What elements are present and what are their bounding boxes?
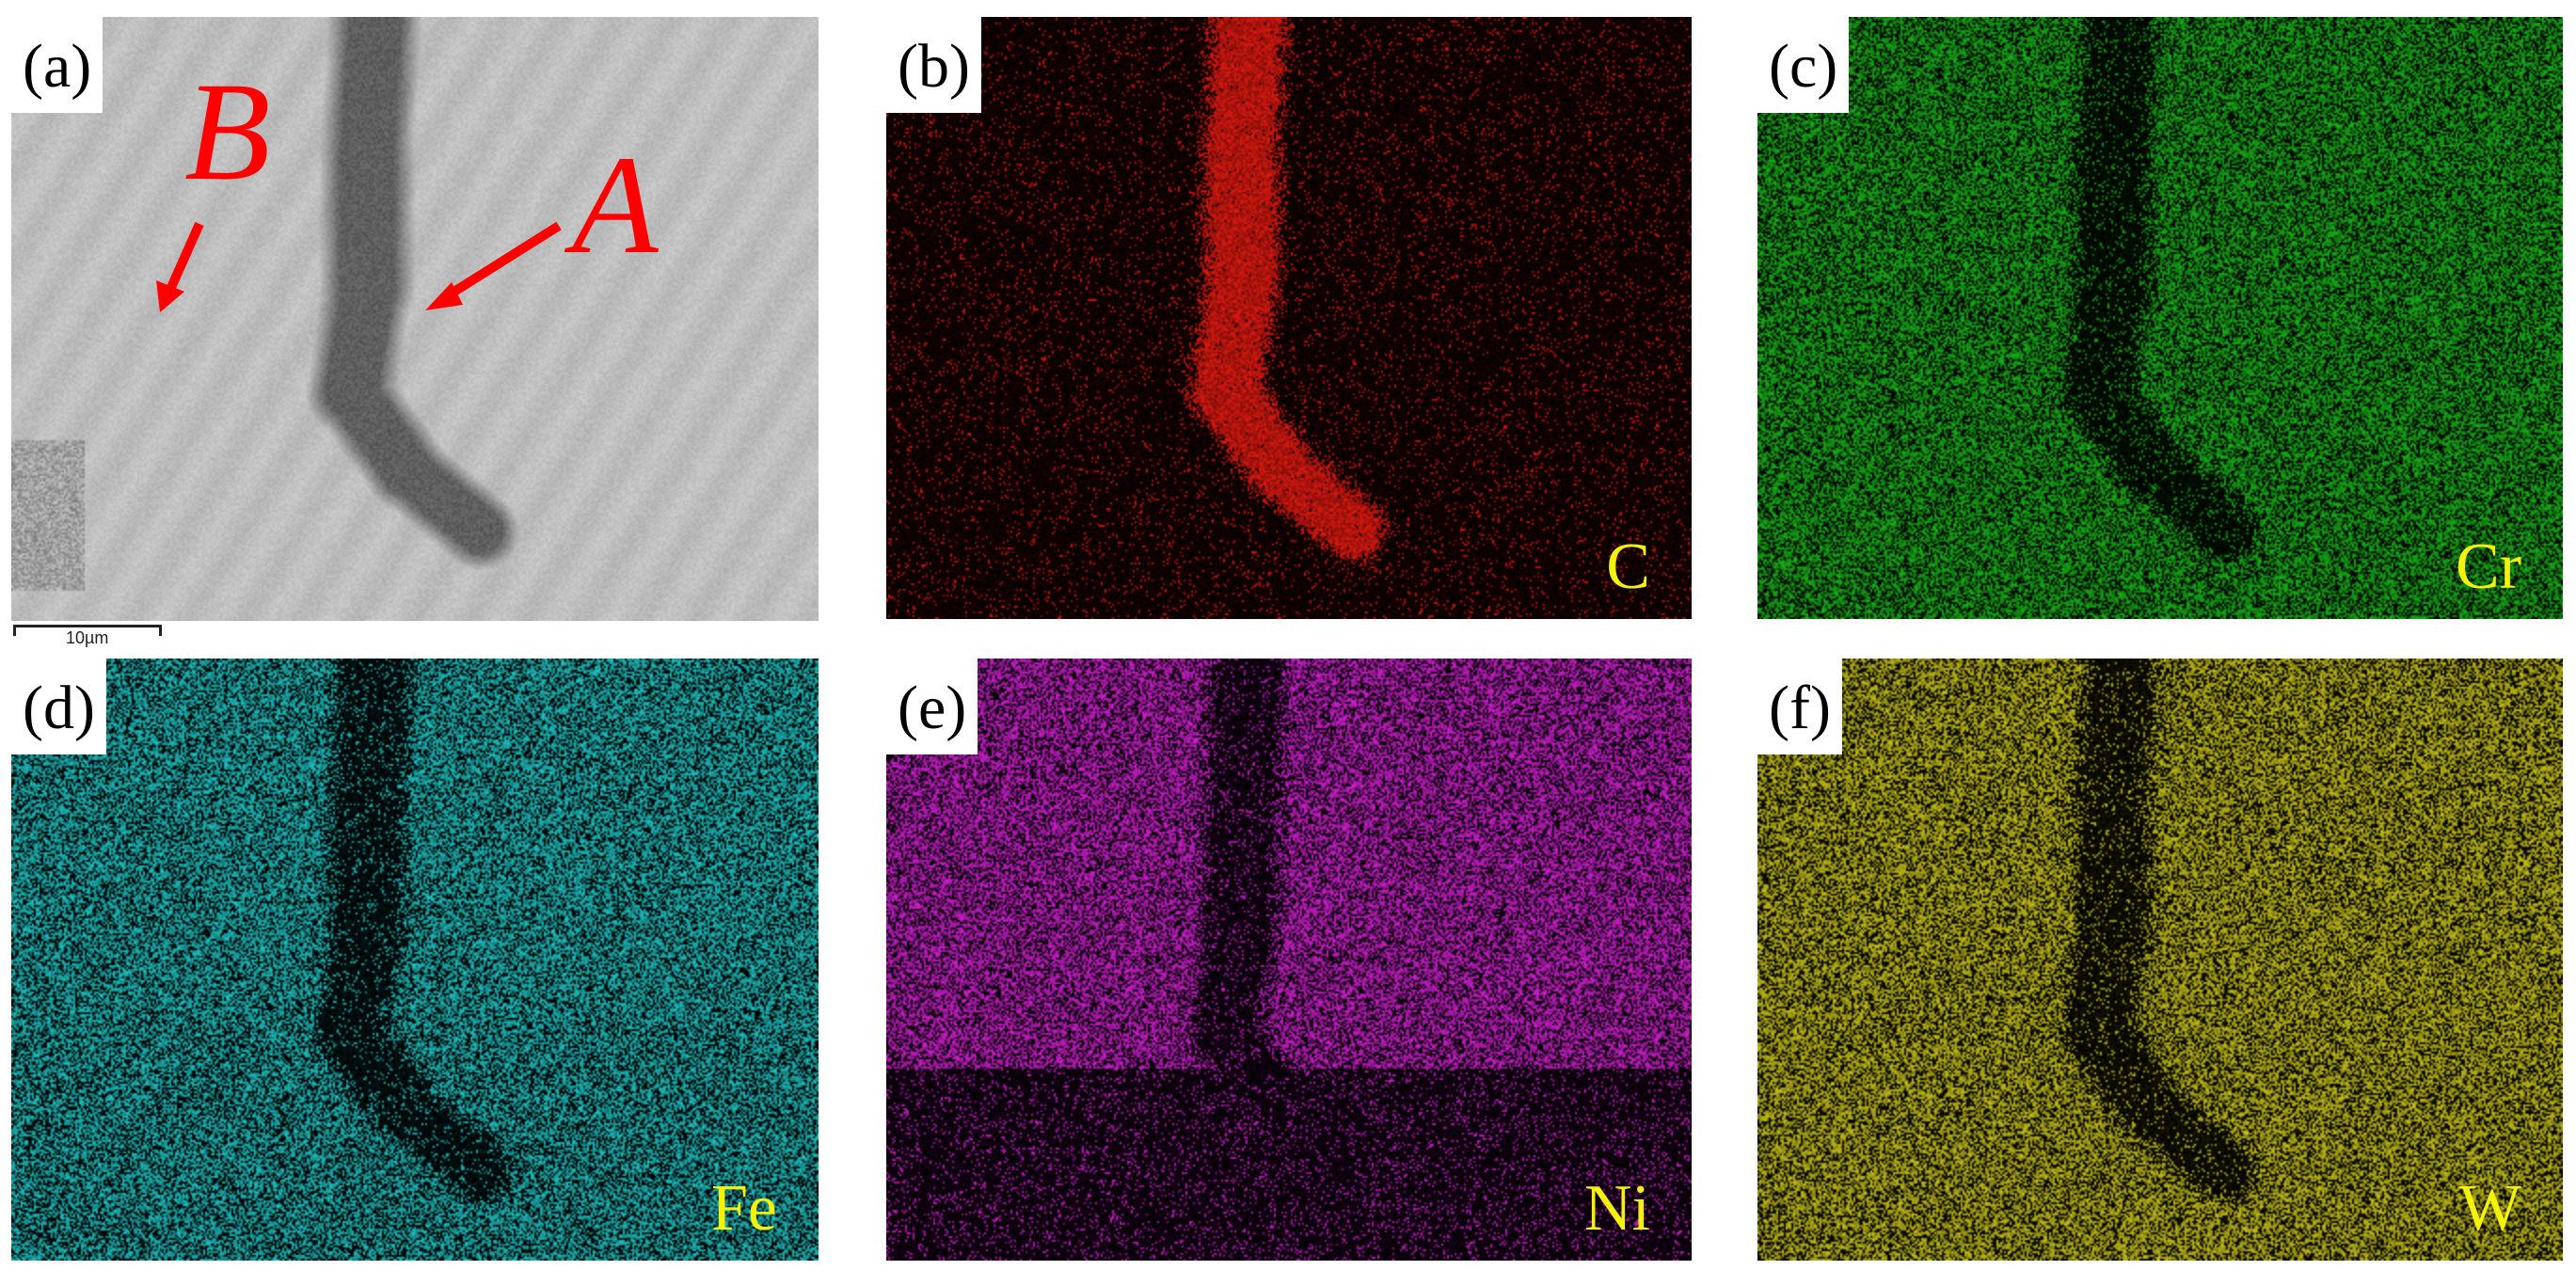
element-map bbox=[1757, 17, 2563, 619]
panel-e-nickel-map: (e) Ni bbox=[886, 659, 1692, 1261]
element-symbol: W bbox=[2458, 1172, 2521, 1245]
element-symbol: Ni bbox=[1584, 1172, 1650, 1245]
arrow-a-head bbox=[425, 282, 463, 310]
element-symbol: C bbox=[1606, 531, 1650, 603]
element-map bbox=[1757, 659, 2563, 1261]
panel-b-carbon-map: (b) C bbox=[886, 17, 1692, 619]
panel-d-iron-map: (d) Fe bbox=[11, 659, 819, 1261]
element-map bbox=[886, 659, 1692, 1261]
panel-label: (a) bbox=[11, 17, 103, 113]
element-symbol: Cr bbox=[2456, 531, 2521, 603]
panel-c-chromium-map: (c) Cr bbox=[1757, 17, 2563, 619]
point-a-label: A bbox=[564, 127, 660, 283]
annotation-overlay: A B bbox=[156, 54, 660, 312]
panel-a-sem-image: A B (a) bbox=[11, 17, 819, 621]
panel-label: (d) bbox=[11, 659, 106, 754]
sem-micrograph bbox=[11, 17, 819, 621]
element-symbol: Fe bbox=[711, 1172, 777, 1245]
panel-label: (c) bbox=[1757, 17, 1850, 113]
panel-f-tungsten-map: (f) W bbox=[1757, 659, 2563, 1261]
panel-label: (b) bbox=[886, 17, 981, 113]
scale-bar: 10µm bbox=[13, 619, 164, 657]
panel-label: (f) bbox=[1757, 659, 1842, 754]
arrow-b-head bbox=[156, 280, 184, 312]
arrow-a bbox=[439, 221, 562, 304]
scale-bar-text: 10µm bbox=[66, 628, 109, 647]
element-map bbox=[11, 659, 819, 1261]
arrow-b bbox=[165, 221, 204, 294]
panel-label: (e) bbox=[886, 659, 978, 754]
point-b-label: B bbox=[184, 54, 271, 210]
element-map bbox=[886, 17, 1692, 619]
